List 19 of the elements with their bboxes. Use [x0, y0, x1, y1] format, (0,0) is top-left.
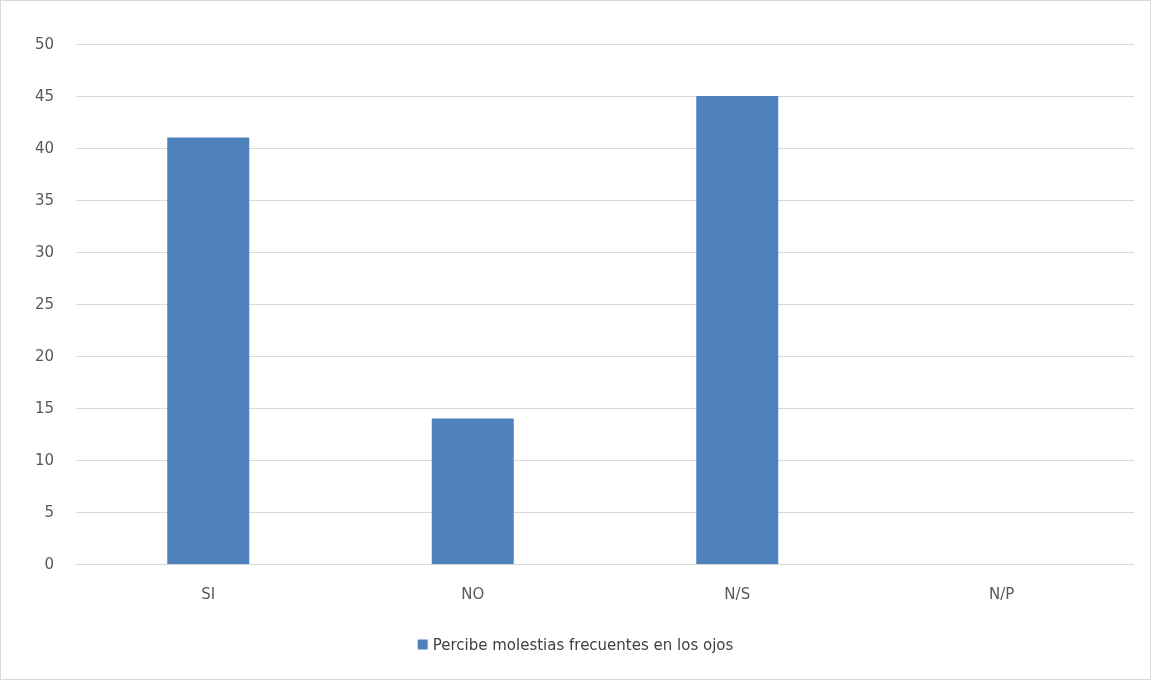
x-tick-label: SI: [201, 584, 216, 603]
y-tick-label: 45: [34, 87, 54, 105]
x-tick-label: N/P: [989, 584, 1015, 603]
x-tick-label: NO: [461, 584, 485, 603]
legend-label: Percibe molestias frecuentes en los ojos: [432, 635, 734, 654]
y-tick-label: 30: [34, 243, 54, 261]
y-tick-label: 50: [34, 35, 54, 53]
y-tick-label: 5: [44, 503, 54, 521]
y-tick-label: 20: [34, 347, 54, 365]
bar: [431, 418, 514, 564]
y-tick-label: 40: [34, 139, 54, 157]
y-tick-label: 10: [34, 451, 54, 469]
y-tick-label: 35: [34, 191, 54, 209]
bar: [167, 137, 250, 564]
x-tick-label: N/S: [724, 584, 751, 603]
y-tick-label: 25: [34, 295, 54, 313]
bar: [696, 96, 779, 564]
y-tick-label: 0: [44, 555, 54, 573]
y-tick-label: 15: [34, 399, 54, 417]
